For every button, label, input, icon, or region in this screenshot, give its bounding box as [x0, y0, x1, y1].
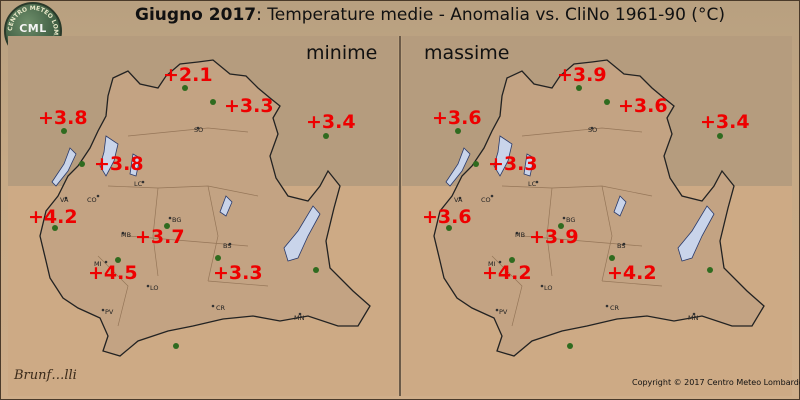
map-panel-massime: SO LC CO VA BG MB BS MI LO CR PV MN +3.9…	[402, 36, 792, 396]
city-labels: SO LC CO VA BG MB BS MI LO CR PV MN	[60, 126, 305, 322]
anomaly-value: +3.9	[529, 226, 579, 248]
city-label: MN	[294, 314, 305, 322]
anomaly-value: +4.2	[28, 206, 78, 228]
city-label: MB	[515, 231, 525, 239]
city-label: CO	[481, 196, 491, 204]
city-label: VA	[60, 196, 69, 204]
region-outline	[39, 59, 371, 357]
lombardy-map-minime: SO LC CO VA BG MB BS MI LO CR PV MN +2.1…	[8, 36, 398, 396]
city-label: PV	[499, 308, 508, 316]
panel-label-minime: minime	[306, 42, 378, 64]
anomaly-value: +3.9	[557, 64, 607, 86]
city-label: MB	[121, 231, 131, 239]
anomaly-value: +3.3	[224, 95, 274, 117]
anomaly-values: +3.9 +3.6 +3.6 +3.4 +3.3 +3.6 +3.9 +4.2 …	[422, 64, 750, 284]
city-label: LO	[544, 284, 553, 292]
anomaly-value: +3.4	[700, 111, 750, 133]
anomaly-value: +3.4	[306, 111, 356, 133]
city-label: LO	[150, 284, 159, 292]
anomaly-value: +3.6	[422, 206, 472, 228]
logo-text: CML	[19, 22, 47, 35]
city-label: CR	[216, 304, 226, 312]
city-label: BS	[223, 242, 231, 250]
anomaly-value: +3.6	[618, 95, 668, 117]
anomaly-value: +3.8	[38, 107, 88, 129]
title-description: : Temperature medie - Anomalia vs. CliNo…	[256, 5, 725, 25]
anomaly-value: +3.6	[432, 107, 482, 129]
anomaly-value: +3.8	[94, 153, 144, 175]
city-label: BG	[566, 216, 575, 224]
city-label: CR	[610, 304, 620, 312]
copyright-notice: Copyright © 2017 Centro Meteo Lombardo	[632, 378, 800, 387]
lakes	[51, 135, 321, 262]
anomaly-value: +4.2	[607, 262, 657, 284]
city-label: SO	[194, 126, 203, 134]
city-label: PV	[105, 308, 114, 316]
anomaly-value: +4.5	[88, 262, 138, 284]
anomaly-value: +3.7	[135, 226, 185, 248]
city-label: LC	[134, 180, 143, 188]
lakes	[445, 135, 715, 262]
city-label: MN	[688, 314, 699, 322]
city-labels: SO LC CO VA BG MB BS MI LO CR PV MN	[454, 126, 699, 322]
anomaly-value: +3.3	[488, 153, 538, 175]
lombardy-map-massime: SO LC CO VA BG MB BS MI LO CR PV MN +3.9…	[402, 36, 792, 396]
page-title: Giugno 2017: Temperature medie - Anomali…	[60, 0, 800, 30]
station-dots	[446, 85, 723, 349]
city-label: LC	[528, 180, 537, 188]
city-markers	[458, 126, 696, 316]
station-dots	[52, 85, 329, 349]
city-label: VA	[454, 196, 463, 204]
province-borders	[491, 127, 663, 327]
city-label: MI	[94, 260, 102, 268]
title-month: Giugno 2017	[135, 5, 257, 25]
city-label: BS	[617, 242, 625, 250]
region-outline	[433, 59, 765, 357]
anomaly-value: +2.1	[163, 64, 213, 86]
anomaly-value: +3.3	[213, 262, 263, 284]
anomaly-values: +2.1 +3.3 +3.8 +3.4 +3.8 +4.2 +3.7 +4.5 …	[28, 64, 356, 284]
panel-label-massime: massime	[424, 42, 510, 64]
author-signature: Brunf…lli	[14, 368, 77, 383]
city-label: CO	[87, 196, 97, 204]
panel-divider	[399, 36, 401, 396]
map-panel-minime: SO LC CO VA BG MB BS MI LO CR PV MN +2.1…	[8, 36, 398, 396]
city-markers	[64, 126, 302, 316]
city-label: MI	[488, 260, 496, 268]
city-label: BG	[172, 216, 181, 224]
province-borders	[97, 127, 269, 327]
anomaly-value: +4.2	[482, 262, 532, 284]
city-label: SO	[588, 126, 597, 134]
